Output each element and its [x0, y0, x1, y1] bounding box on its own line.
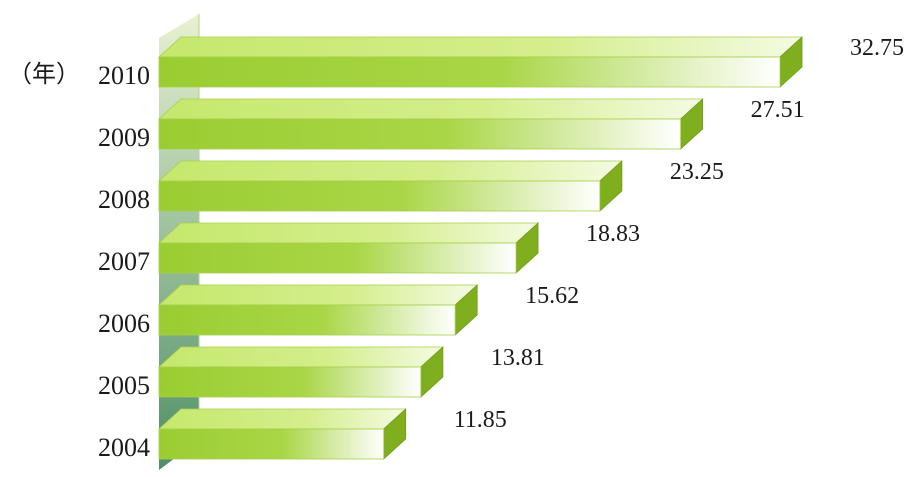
bar-2010: [157, 36, 804, 88]
y-tick-label: 2005: [98, 371, 150, 400]
bar-front-face: [158, 118, 682, 150]
y-tick-label: 2008: [98, 185, 150, 214]
value-label: 27.51: [751, 97, 805, 123]
bar-top-face: [157, 408, 407, 430]
bar-2005: [157, 346, 444, 398]
bar-front-face: [158, 56, 781, 88]
y-axis-unit-label: （年）: [8, 61, 80, 88]
bar-top-face: [157, 98, 704, 120]
bar-top-face: [157, 284, 479, 306]
value-label: 32.75: [850, 35, 904, 61]
bar-2004: [157, 408, 407, 460]
y-tick-label: 2007: [98, 247, 150, 276]
y-tick-label: 2009: [98, 123, 150, 152]
bar-2006: [157, 284, 479, 336]
bar-front-face: [158, 366, 422, 398]
bar-top-face: [157, 222, 540, 244]
bar-front-face: [158, 304, 456, 336]
value-label: 13.81: [491, 345, 545, 371]
y-tick-label: 2004: [98, 433, 150, 462]
bar-2009: [157, 98, 704, 150]
bar-top-face: [157, 36, 804, 58]
bar-top-face: [157, 160, 623, 182]
y-tick-label: 2010: [98, 61, 150, 90]
bar-front-face: [158, 428, 385, 460]
bar-front-face: [158, 242, 517, 274]
bar-2007: [157, 222, 540, 274]
y-tick-label: 2006: [98, 309, 150, 338]
value-label: 11.85: [454, 407, 507, 433]
value-label: 23.25: [670, 159, 724, 185]
bar-2008: [157, 160, 623, 212]
bar-front-face: [158, 180, 601, 212]
value-label: 18.83: [586, 221, 640, 247]
bar-top-face: [157, 346, 444, 368]
value-label: 15.62: [525, 283, 579, 309]
